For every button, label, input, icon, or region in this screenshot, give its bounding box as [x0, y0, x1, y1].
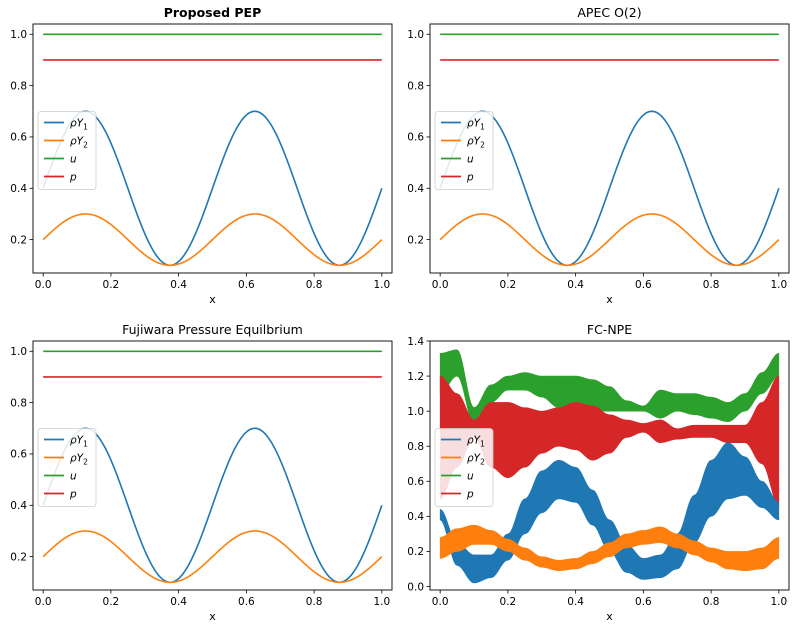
- y-tick-label: 1.0: [10, 346, 27, 358]
- x-tick-label: 0.2: [103, 279, 120, 291]
- x-tick-label: 0.6: [238, 279, 255, 291]
- subplot-3: 0.0 0.2 0.4 0.6 0.8 1.0 0.2 0.4 0.6 0.8 1.0 x Fujiwa…: [10, 322, 393, 623]
- y-tick-label: 1.4: [407, 336, 424, 348]
- y-tick-label: 0.8: [407, 441, 424, 453]
- legend-label-u: u: [467, 471, 474, 483]
- legend-box: [37, 428, 97, 507]
- x-tick-label: 0.4: [567, 279, 584, 291]
- y-tick-label: 0.4: [407, 183, 424, 195]
- series-line-rhoY1: [439, 110, 780, 267]
- x-tick-label: 0.0: [35, 279, 52, 291]
- x-tick-label: 0.2: [500, 596, 517, 608]
- axes-frame: [429, 340, 790, 591]
- legend-label-p: p: [466, 172, 474, 184]
- x-tick-label: 1.0: [373, 596, 390, 608]
- subplot-2: 0.0 0.2 0.4 0.6 0.8 1.0 0.2 0.4 0.6 0.8 1.0 x APEC O…: [407, 5, 790, 306]
- x-tick-label: 0.6: [635, 279, 652, 291]
- y-tick-label: 0.8: [10, 80, 27, 92]
- legend-box: [434, 428, 494, 507]
- y-tick-label: 1.0: [407, 406, 424, 418]
- y-tick-label: 0.8: [10, 397, 27, 409]
- y-tick-label: 0.2: [10, 551, 27, 563]
- y-tick-label: 0.4: [10, 500, 27, 512]
- x-tick-label: 0.4: [567, 596, 584, 608]
- y-tick-label: 1.0: [10, 29, 27, 41]
- x-tick-label: 0.2: [103, 596, 120, 608]
- y-tick-label: 0.6: [407, 132, 424, 144]
- y-tick-label: 0.2: [10, 234, 27, 246]
- y-tick-label: 0.6: [10, 132, 27, 144]
- plot-area: [42, 33, 383, 267]
- series-line-rhoY1: [42, 427, 383, 584]
- axes-frame: [32, 23, 393, 274]
- x-tick-label: 1.0: [770, 596, 787, 608]
- x-tick-label: 0.0: [432, 279, 449, 291]
- x-tick-label: 0.0: [432, 596, 449, 608]
- legend-label-p: p: [69, 172, 77, 184]
- y-tick-label: 0.6: [10, 449, 27, 461]
- series-band-rhoY2: [439, 524, 780, 572]
- legend-box: [434, 111, 494, 190]
- x-tick-label: 0.8: [306, 279, 323, 291]
- series-line-rhoY2: [42, 530, 383, 584]
- x-tick-label: 0.2: [500, 279, 517, 291]
- series-line-rhoY1: [42, 110, 383, 267]
- x-axis-label: x: [606, 293, 613, 306]
- legend-label-p: p: [466, 489, 474, 501]
- subplot-1: 0.0 0.2 0.4 0.6 0.8 1.0 0.2 0.4 0.6 0.8 1.0 x Propos…: [10, 5, 393, 306]
- y-tick-label: 1.2: [407, 371, 424, 383]
- y-tick-label: 0.4: [407, 511, 424, 523]
- x-tick-label: 1.0: [373, 279, 390, 291]
- legend-label-p: p: [69, 489, 77, 501]
- x-tick-label: 0.8: [703, 596, 720, 608]
- x-tick-label: 0.8: [703, 279, 720, 291]
- y-tick-label: 0.6: [407, 476, 424, 488]
- x-tick-label: 0.4: [170, 279, 187, 291]
- subplot-4: 0.0 0.2 0.4 0.6 0.8 1.0 0.0 0.2 0.4 0.6 0.8 1.0 1.2 1…: [407, 322, 790, 623]
- x-tick-label: 0.6: [635, 596, 652, 608]
- x-tick-label: 0.0: [35, 596, 52, 608]
- y-tick-label: 0.2: [407, 234, 424, 246]
- y-tick-label: 0.4: [10, 183, 27, 195]
- legend-label-u: u: [467, 154, 474, 166]
- subplot-title: APEC O(2): [577, 5, 641, 20]
- x-axis-label: x: [606, 610, 613, 623]
- y-tick-label: 1.0: [407, 29, 424, 41]
- axes-frame: [32, 340, 393, 591]
- x-tick-label: 0.6: [238, 596, 255, 608]
- series-line-rhoY2: [42, 213, 383, 267]
- x-tick-label: 0.8: [306, 596, 323, 608]
- plot-area: [439, 33, 780, 267]
- x-tick-label: 1.0: [770, 279, 787, 291]
- x-tick-label: 0.4: [170, 596, 187, 608]
- y-tick-label: 0.0: [407, 581, 424, 593]
- plot-area: [439, 349, 780, 584]
- plot-area: [42, 350, 383, 584]
- subplot-title: FC-NPE: [587, 322, 632, 337]
- x-axis-label: x: [209, 293, 216, 306]
- legend-label-u: u: [70, 154, 77, 166]
- y-tick-label: 0.2: [407, 546, 424, 558]
- subplot-title: Proposed PEP: [164, 5, 262, 20]
- series-line-rhoY2: [439, 213, 780, 267]
- legend-label-u: u: [70, 471, 77, 483]
- legend-box: [37, 111, 97, 190]
- x-axis-label: x: [209, 610, 216, 623]
- subplot-title: Fujiwara Pressure Equilbrium: [122, 322, 303, 337]
- y-tick-label: 0.8: [407, 80, 424, 92]
- series-band-rhoY1: [439, 442, 780, 584]
- axes-frame: [429, 23, 790, 274]
